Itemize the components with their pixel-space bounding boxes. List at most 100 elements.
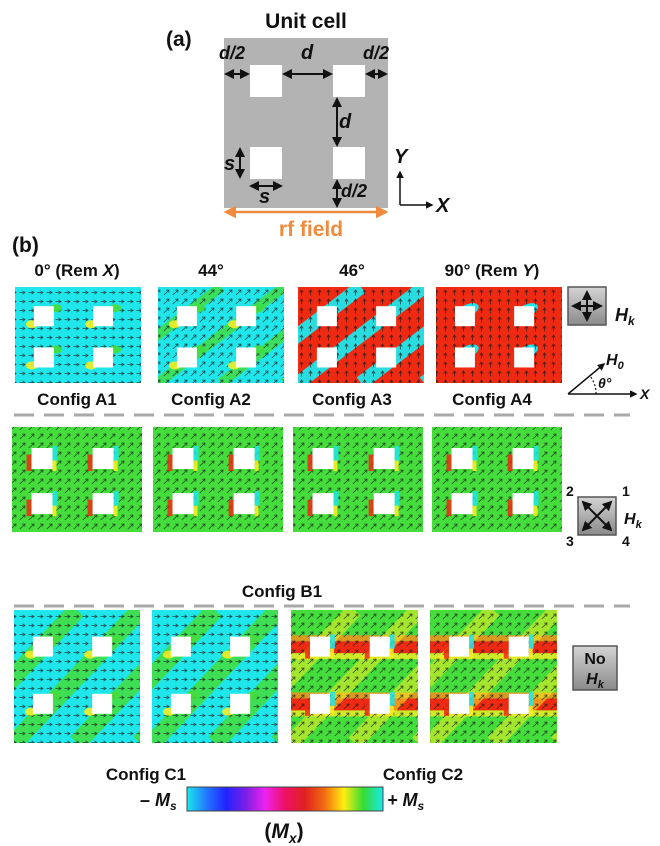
hole (514, 306, 535, 327)
corner-1: 1 (622, 483, 630, 499)
label-config-c2: Config C2 (383, 765, 463, 784)
arrow-field (152, 610, 278, 743)
hole (312, 448, 334, 469)
label-config-c1: Config C1 (106, 765, 186, 784)
dim-s-vertical: s (224, 153, 235, 175)
hk-cubic-icon (577, 496, 617, 536)
colorbar (186, 786, 384, 812)
hole (33, 306, 54, 327)
header-46deg: 46° (339, 261, 365, 280)
hk-uniaxial-icon (567, 286, 607, 326)
hole (93, 347, 114, 368)
h0-label: H0 (606, 352, 625, 372)
label-config-a3: Config A3 (312, 390, 392, 409)
hole (92, 493, 114, 515)
colorbar-max-label: + Ms (387, 790, 425, 813)
theta-label: θ° (598, 375, 612, 391)
arrow-field (12, 427, 142, 532)
colorbar-min-label: – Ms (140, 790, 177, 813)
arrow-field (153, 427, 283, 532)
map-config-b1-3 (293, 427, 423, 532)
hole (316, 347, 337, 368)
panel-b-label: (b) (12, 234, 39, 257)
dim-s-horizontal: s (259, 186, 270, 208)
label-config-a2: Config A2 (171, 390, 251, 409)
hole (93, 306, 114, 327)
hole (512, 493, 534, 515)
colorbar-axis-label: (Mx) (264, 820, 303, 846)
hole (333, 147, 365, 179)
dim-d-half-right: d/2 (363, 43, 389, 63)
hole (451, 448, 473, 469)
map-config-c2-2 (430, 610, 557, 743)
xy-axes (396, 170, 434, 209)
panel-a-label: (a) (166, 28, 192, 51)
map-config-c1-1 (14, 610, 140, 743)
hole (31, 493, 53, 515)
h0-angle-icon (567, 363, 638, 398)
hole (230, 636, 251, 657)
hole (451, 493, 473, 515)
hole (310, 693, 331, 714)
no-hk-symbol: Hk (586, 671, 605, 691)
hole (92, 636, 113, 657)
map-config-c2-1 (291, 610, 418, 743)
arrow-field (291, 610, 418, 743)
hole (172, 448, 194, 469)
hole (31, 448, 53, 469)
hole (92, 448, 114, 469)
corner-4: 4 (622, 533, 630, 549)
map-config-a1 (15, 287, 141, 383)
hole (373, 493, 395, 515)
map-config-c1-2 (152, 610, 278, 743)
no-hk-text: No (584, 651, 606, 668)
hole (514, 347, 535, 368)
hole (454, 347, 475, 368)
hole (369, 693, 390, 714)
corner-2: 2 (566, 483, 574, 499)
hole (512, 448, 534, 469)
dim-d-half-bottom: d/2 (341, 181, 367, 201)
rf-field-label: rf field (279, 218, 343, 241)
map-config-a2 (158, 287, 284, 383)
arrow-field (430, 610, 557, 743)
arrow-field (14, 610, 140, 743)
unit-cell-title: Unit cell (265, 10, 347, 33)
hole (310, 636, 331, 657)
label-config-b1: Config B1 (242, 582, 322, 601)
axis-x-label: X (435, 195, 451, 217)
hole (236, 306, 257, 327)
label-config-a1: Config A1 (37, 390, 117, 409)
header-0deg: 0° (Rem X) (34, 261, 119, 280)
axis-y-label: Y (394, 146, 409, 168)
map-config-b1-2 (153, 427, 283, 532)
hole (373, 448, 395, 469)
hole (230, 693, 251, 714)
hole (316, 306, 337, 327)
no-hk-icon (572, 645, 618, 691)
hole (236, 347, 257, 368)
corner-3: 3 (566, 533, 574, 549)
arrow-field (298, 287, 424, 383)
hk-label-b: Hk (624, 511, 643, 531)
hole (176, 306, 197, 327)
hole (33, 347, 54, 368)
map-config-a3 (298, 287, 424, 383)
hole (449, 693, 470, 714)
arrow-field (432, 427, 562, 532)
hole (333, 65, 365, 97)
hole (508, 636, 529, 657)
hole (449, 636, 470, 657)
hole (233, 493, 255, 515)
arrow-field (436, 287, 562, 383)
dim-d-vertical: d (339, 111, 352, 133)
hole (376, 306, 397, 327)
hole (176, 347, 197, 368)
hole (376, 347, 397, 368)
map-config-b1-1 (12, 427, 142, 532)
map-config-a4 (436, 287, 562, 383)
hole (250, 65, 282, 97)
hole (92, 693, 113, 714)
unit-cell (224, 38, 388, 208)
hole (233, 448, 255, 469)
